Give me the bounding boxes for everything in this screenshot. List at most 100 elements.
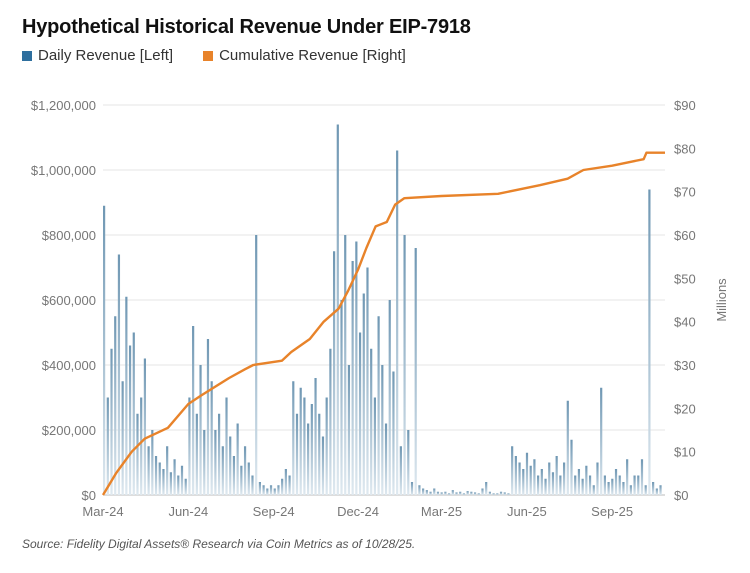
daily-revenue-bar xyxy=(388,300,391,495)
daily-revenue-bar xyxy=(192,326,195,495)
daily-revenue-bar xyxy=(548,462,551,495)
daily-revenue-bar xyxy=(125,296,128,495)
x-tick-label: Mar-25 xyxy=(421,504,462,519)
daily-revenue-bar xyxy=(407,430,410,495)
right-tick-label: $60 xyxy=(674,228,696,243)
daily-revenue-bar xyxy=(648,189,651,495)
daily-revenue-bar xyxy=(637,475,640,495)
daily-revenue-bar xyxy=(214,430,217,495)
daily-revenue-bar xyxy=(577,469,581,495)
chart-title: Hypothetical Historical Revenue Under EI… xyxy=(22,16,471,38)
daily-revenue-bar xyxy=(117,254,121,495)
daily-revenue-bar xyxy=(321,436,325,495)
daily-revenue-bar xyxy=(459,491,462,495)
daily-revenue-bar xyxy=(585,465,588,495)
daily-revenue-bar xyxy=(128,345,132,495)
left-tick-label: $0 xyxy=(82,488,96,503)
right-tick-label: $80 xyxy=(674,141,696,156)
daily-revenue-bar xyxy=(640,459,644,495)
daily-revenue-bar xyxy=(470,491,473,495)
daily-revenue-bar xyxy=(299,387,302,495)
daily-revenue-bar xyxy=(410,482,414,495)
legend-swatch-cumulative xyxy=(203,50,214,61)
daily-revenue-bar xyxy=(373,397,376,495)
daily-revenue-bar xyxy=(277,485,280,495)
daily-revenue-bar xyxy=(344,235,347,495)
legend-label-daily: Daily Revenue [Left] xyxy=(38,47,174,64)
daily-revenue-bar xyxy=(629,485,632,495)
daily-revenue-bar xyxy=(314,378,317,495)
daily-revenue-bar xyxy=(121,381,124,495)
right-tick-label: $40 xyxy=(674,315,696,330)
source-note: Source: Fidelity Digital Assets® Researc… xyxy=(22,537,416,551)
daily-revenue-bar xyxy=(251,475,254,495)
daily-revenue-bar xyxy=(429,491,432,495)
daily-revenue-bar xyxy=(488,491,491,495)
x-tick-label: Jun-25 xyxy=(507,504,547,519)
daily-revenue-bar xyxy=(347,365,351,495)
daily-revenue-bar xyxy=(377,316,380,495)
daily-revenue-bar xyxy=(418,485,421,495)
daily-revenue-bar xyxy=(447,493,451,495)
daily-revenue-bar xyxy=(184,478,187,495)
daily-revenue-bar xyxy=(269,485,273,495)
daily-revenue-bar xyxy=(318,413,321,495)
left-tick-label: $1,200,000 xyxy=(31,98,96,113)
daily-revenue-bar xyxy=(592,485,595,495)
daily-revenue-bar xyxy=(295,413,299,495)
daily-revenue-bar xyxy=(288,475,291,495)
x-tick-label: Sep-25 xyxy=(591,504,633,519)
daily-revenue-bar xyxy=(292,381,295,495)
daily-revenue-bar xyxy=(511,446,514,495)
daily-revenue-bar xyxy=(518,462,521,495)
daily-revenue-bar xyxy=(626,459,629,495)
daily-revenue-bar xyxy=(206,339,210,495)
x-tick-label: Mar-24 xyxy=(82,504,123,519)
daily-revenue-bar xyxy=(307,423,310,495)
daily-revenue-bar xyxy=(247,462,250,495)
legend-item-cumulative: Cumulative Revenue [Right] xyxy=(203,47,406,64)
daily-revenue-bar xyxy=(195,413,198,495)
right-tick-label: $90 xyxy=(674,98,696,113)
daily-revenue-bar xyxy=(370,348,373,495)
daily-revenue-bar xyxy=(473,492,477,495)
daily-revenue-bar xyxy=(203,430,206,495)
daily-revenue-bar xyxy=(262,485,265,495)
daily-revenue-bar xyxy=(340,300,343,495)
daily-revenue-bar xyxy=(544,478,547,495)
daily-revenue-bar xyxy=(103,205,106,495)
daily-revenue-bar xyxy=(603,475,606,495)
daily-revenue-bar xyxy=(555,456,558,495)
daily-revenue-bar xyxy=(355,241,358,495)
legend-item-daily: Daily Revenue [Left] xyxy=(22,47,173,64)
daily-revenue-bar xyxy=(496,493,499,495)
daily-revenue-bar xyxy=(562,462,566,495)
daily-revenue-bar xyxy=(162,469,165,495)
daily-revenue-bar xyxy=(622,482,625,495)
daily-revenue-bar xyxy=(303,397,306,495)
daily-revenue-bar xyxy=(444,491,447,495)
daily-revenue-bar xyxy=(232,456,236,495)
daily-revenue-bar xyxy=(433,488,436,495)
daily-revenue-bar xyxy=(147,446,150,495)
daily-revenue-bar xyxy=(529,465,532,495)
daily-revenue-bar xyxy=(611,478,614,495)
daily-revenue-bar xyxy=(266,488,269,495)
daily-revenue-bar xyxy=(166,446,169,495)
x-tick-label: Sep-24 xyxy=(253,504,295,519)
daily-revenue-bar xyxy=(588,475,592,495)
daily-revenue-bar xyxy=(522,469,525,495)
daily-revenue-bar xyxy=(132,332,135,495)
left-tick-label: $1,000,000 xyxy=(31,163,96,178)
right-tick-label: $70 xyxy=(674,185,696,200)
daily-revenue-bar xyxy=(659,485,662,495)
daily-revenue-bar xyxy=(362,293,365,495)
daily-revenue-bar xyxy=(221,446,224,495)
daily-revenue-bar xyxy=(229,436,232,495)
right-axis-label: Millions xyxy=(714,278,729,322)
daily-revenue-bar xyxy=(258,482,262,495)
daily-revenue-bar xyxy=(284,469,287,495)
daily-revenue-bar xyxy=(581,478,584,495)
daily-revenue-bar xyxy=(351,261,354,495)
daily-revenue-bar xyxy=(325,397,328,495)
